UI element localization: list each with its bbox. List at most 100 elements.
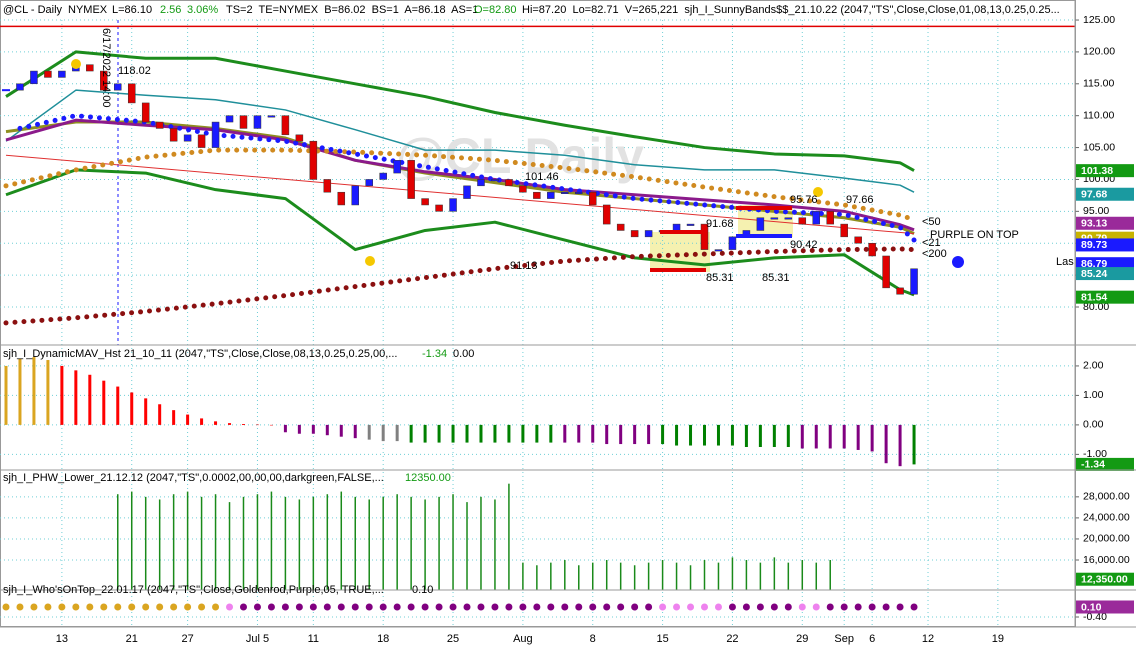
bar [661, 560, 664, 590]
dot [114, 603, 122, 611]
bar [564, 560, 566, 590]
y-tick-label: 16,000.00 [1083, 554, 1130, 566]
candle [337, 191, 346, 206]
bar [689, 565, 692, 590]
dot [267, 603, 275, 611]
bar [200, 418, 204, 425]
price-box [1076, 187, 1134, 201]
bar [270, 491, 273, 590]
candle [267, 115, 276, 118]
dot [603, 603, 611, 611]
dot [309, 603, 317, 611]
bar [466, 502, 468, 590]
y-tick-label: 95.00 [1083, 205, 1109, 217]
bar [522, 562, 524, 590]
price-note: 91.13 [510, 260, 538, 272]
candle [155, 121, 164, 129]
bar [172, 494, 175, 590]
price-note: 97.66 [846, 194, 874, 206]
candle [183, 134, 192, 142]
bar [4, 365, 8, 425]
dot [547, 603, 555, 611]
candle [421, 198, 429, 206]
symbol: @CL - Daily [3, 4, 63, 16]
dot [365, 603, 373, 611]
candle [728, 236, 737, 250]
candle [756, 217, 765, 231]
x-tick-label: 25 [447, 633, 459, 645]
dot [589, 603, 597, 611]
bar [255, 424, 259, 426]
dot [198, 603, 206, 611]
bar [60, 365, 64, 425]
candle [351, 185, 359, 206]
candle [575, 191, 583, 194]
ma-label: <21 [922, 237, 941, 249]
dot [617, 603, 625, 611]
bar [228, 423, 232, 425]
dot [30, 603, 38, 611]
bar [214, 494, 217, 590]
bar [297, 424, 301, 434]
candle [547, 191, 555, 199]
candle [239, 115, 248, 129]
dot [798, 603, 806, 611]
marker-dot [71, 59, 81, 69]
candle [86, 64, 94, 72]
candle [854, 236, 862, 244]
bar [786, 424, 790, 448]
x-tick-label: 6 [869, 633, 875, 645]
price-box-label: 12,350.00 [1081, 573, 1128, 585]
price-box-label: 86.79 [1081, 258, 1107, 270]
signal-bar [660, 230, 706, 234]
dot [701, 603, 708, 611]
x-tick-label: 11 [308, 633, 319, 645]
bar [633, 565, 636, 590]
bar [689, 424, 693, 446]
dot [449, 603, 457, 611]
dot [854, 603, 862, 611]
bar [396, 494, 398, 590]
bar [395, 424, 399, 442]
candle [505, 179, 513, 187]
candle [840, 223, 848, 238]
signal-label: PURPLE ON TOP [930, 229, 1019, 241]
marker-dot [813, 187, 823, 197]
bar [381, 424, 385, 442]
band-line [5, 168, 915, 297]
candle [770, 217, 779, 220]
bar [675, 424, 679, 446]
band-line [5, 89, 915, 193]
y-tick-label: 24,000.00 [1083, 512, 1130, 524]
price-box [1076, 290, 1134, 304]
bar [186, 414, 190, 425]
y-tick-label: 2.00 [1083, 360, 1104, 372]
candle [882, 255, 890, 289]
bar [494, 499, 496, 590]
bar [884, 424, 888, 464]
readout: 0.00 [453, 348, 474, 360]
candle [114, 83, 122, 91]
dot [253, 603, 261, 611]
bar [116, 386, 120, 425]
candle [407, 160, 415, 199]
bar [800, 424, 804, 449]
bar [241, 424, 245, 425]
bar [898, 424, 902, 467]
bar [410, 496, 412, 590]
study-info: Hi=87.20 Lo=82.71 V=265,221 sjh_I_SunnyB… [522, 4, 1060, 16]
bar [605, 424, 609, 445]
panel-title: sjh_I_DynamicMAV_Hst 21_10_11 (2047,"TS"… [3, 348, 397, 360]
candle [281, 115, 290, 136]
candle [253, 115, 262, 129]
x-tick-label: 19 [992, 633, 1004, 645]
candle [30, 70, 38, 85]
y-tick-label: 28,000.00 [1083, 491, 1130, 503]
price-box-label: 93.13 [1081, 218, 1107, 230]
price-box-label: 101.38 [1081, 165, 1113, 177]
price-box [1076, 572, 1134, 586]
dot [2, 603, 10, 611]
price-box-label: 97.68 [1081, 189, 1107, 201]
price-box [1076, 216, 1134, 230]
bar [339, 424, 343, 437]
